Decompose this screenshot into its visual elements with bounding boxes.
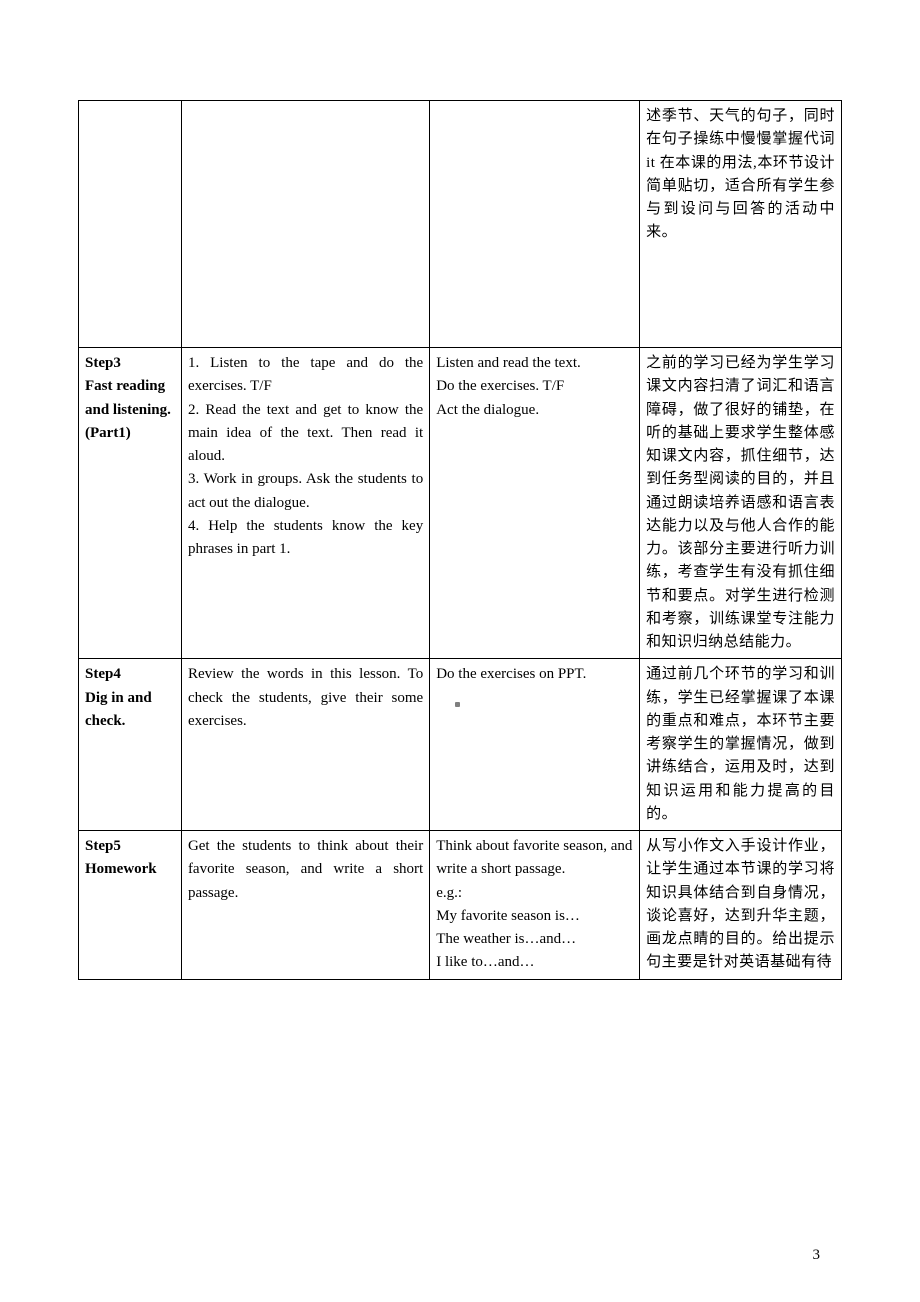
table-row: Step5 HomeworkGet the students to think … [79,831,842,980]
step-cell: Step4 Dig in and check. [79,659,182,831]
design-intent-cell: 之前的学习已经为学生学习课文内容扫清了词汇和语言障碍，做了很好的铺垫，在听的基础… [640,348,842,659]
step-cell: Step5 Homework [79,831,182,980]
design-intent-cell: 从写小作文入手设计作业，让学生通过本节课的学习将知识具体结合到自身情况，谈论喜好… [640,831,842,980]
student-activity-cell: Do the exercises on PPT. [430,659,640,831]
table-row: 述季节、天气的句子，同时在句子操练中慢慢掌握代词 it 在本课的用法,本环节设计… [79,101,842,348]
step-cell [79,101,182,348]
student-activity-cell: Think about favorite season, and write a… [430,831,640,980]
student-activity-cell: Listen and read the text. Do the exercis… [430,348,640,659]
teacher-activity-cell: Get the students to think about their fa… [181,831,429,980]
center-marker [455,702,460,707]
page-number: 3 [813,1247,821,1264]
table-row: Step4 Dig in and check.Review the words … [79,659,842,831]
student-activity-cell [430,101,640,348]
teacher-activity-cell [181,101,429,348]
step-cell: Step3 Fast reading and listening. (Part1… [79,348,182,659]
teacher-activity-cell: 1. Listen to the tape and do the exercis… [181,348,429,659]
teacher-activity-cell: Review the words in this lesson. To chec… [181,659,429,831]
table-row: Step3 Fast reading and listening. (Part1… [79,348,842,659]
document-page: 述季节、天气的句子，同时在句子操练中慢慢掌握代词 it 在本课的用法,本环节设计… [0,0,920,1302]
design-intent-cell: 通过前几个环节的学习和训练，学生已经掌握课了本课的重点和难点，本环节主要考察学生… [640,659,842,831]
design-intent-cell: 述季节、天气的句子，同时在句子操练中慢慢掌握代词 it 在本课的用法,本环节设计… [640,101,842,348]
lesson-plan-table: 述季节、天气的句子，同时在句子操练中慢慢掌握代词 it 在本课的用法,本环节设计… [78,100,842,980]
